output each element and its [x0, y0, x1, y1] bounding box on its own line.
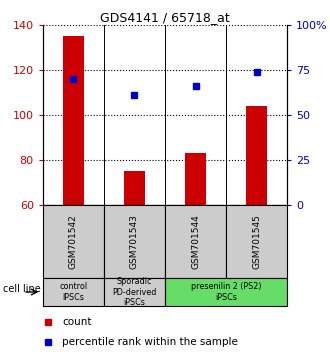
Bar	[165, 205, 226, 278]
Text: GSM701543: GSM701543	[130, 214, 139, 269]
Bar	[43, 278, 104, 306]
Bar	[124, 171, 145, 205]
Bar	[226, 205, 287, 278]
Text: cell line: cell line	[3, 284, 41, 293]
Text: GSM701545: GSM701545	[252, 214, 261, 269]
Bar	[63, 36, 84, 205]
Text: GSM701544: GSM701544	[191, 214, 200, 269]
Bar	[185, 153, 206, 205]
Bar	[104, 278, 165, 306]
Text: GSM701542: GSM701542	[69, 214, 78, 269]
Bar	[104, 205, 165, 278]
Text: control
IPSCs: control IPSCs	[59, 282, 87, 302]
Text: presenilin 2 (PS2)
iPSCs: presenilin 2 (PS2) iPSCs	[191, 282, 261, 302]
Text: Sporadic
PD-derived
iPSCs: Sporadic PD-derived iPSCs	[112, 277, 157, 307]
Bar	[43, 205, 104, 278]
Bar	[165, 278, 287, 306]
Text: percentile rank within the sample: percentile rank within the sample	[62, 337, 238, 347]
Bar	[246, 106, 267, 205]
Text: count: count	[62, 317, 92, 327]
Title: GDS4141 / 65718_at: GDS4141 / 65718_at	[100, 11, 230, 24]
